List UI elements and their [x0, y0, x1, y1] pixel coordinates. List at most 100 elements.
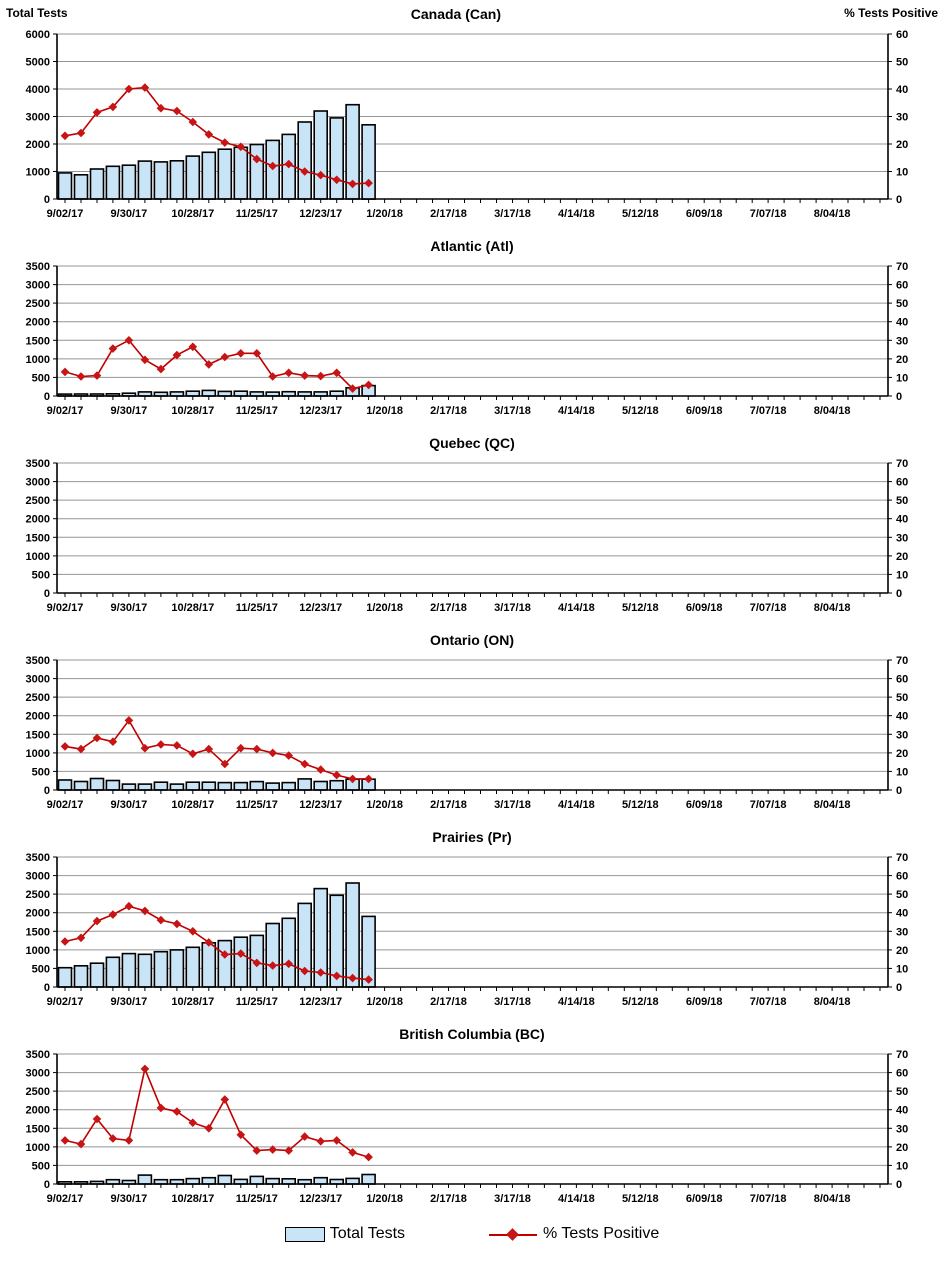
right-axis-title: % Tests Positive — [844, 6, 938, 20]
pct-marker-icon — [300, 371, 309, 380]
svg-text:10: 10 — [896, 963, 908, 975]
svg-text:30: 30 — [896, 532, 908, 544]
pct-marker-icon — [316, 371, 325, 381]
svg-text:6/09/18: 6/09/18 — [686, 996, 723, 1008]
svg-text:9/02/17: 9/02/17 — [47, 1193, 84, 1205]
bars — [57, 882, 376, 988]
bar — [361, 124, 376, 200]
svg-text:3/17/18: 3/17/18 — [494, 1193, 531, 1205]
svg-text:11/25/17: 11/25/17 — [236, 602, 278, 614]
chart-section-prairies: Prairies (Pr) 0 0 500 10 1000 20 1500 30 2000 40 2… — [0, 829, 944, 1014]
svg-text:10: 10 — [896, 372, 908, 384]
svg-text:5/12/18: 5/12/18 — [622, 602, 659, 614]
svg-text:70: 70 — [896, 1049, 908, 1061]
chart-title-quebec: Quebec (QC) — [429, 435, 515, 451]
pct-marker-icon — [76, 744, 86, 754]
svg-text:50: 50 — [896, 889, 908, 901]
svg-text:2000: 2000 — [26, 711, 50, 723]
pct-marker-icon — [268, 372, 277, 381]
svg-text:40: 40 — [896, 514, 908, 526]
svg-text:9/02/17: 9/02/17 — [47, 405, 84, 417]
bar — [169, 949, 185, 988]
svg-text:3000: 3000 — [26, 280, 50, 292]
svg-text:10/28/17: 10/28/17 — [171, 996, 214, 1008]
svg-text:20: 20 — [896, 945, 908, 957]
bar — [153, 781, 169, 791]
pct-marker-icon — [364, 975, 373, 984]
pct-marker-icon — [332, 175, 341, 185]
pct-marker-icon — [124, 84, 134, 94]
svg-text:1000: 1000 — [26, 354, 50, 366]
pct-marker-icon — [284, 959, 293, 969]
chart-section-canada: Total Tests Canada (Can) % Tests Positiv… — [0, 0, 944, 226]
pct-marker-icon — [124, 901, 134, 911]
pct-marker-icon — [300, 1132, 309, 1141]
bar — [169, 160, 185, 200]
svg-text:4/14/18: 4/14/18 — [558, 996, 595, 1008]
pct-marker-icon — [108, 102, 118, 112]
chart-quebec: 0 0 500 10 1000 20 1500 30 2000 40 2500 50 3000 60 350… — [26, 458, 909, 614]
pct-series — [60, 336, 373, 393]
svg-text:8/04/18: 8/04/18 — [814, 602, 851, 614]
pct-marker-icon — [140, 743, 150, 753]
svg-text:7/07/18: 7/07/18 — [750, 799, 787, 811]
pct-marker-icon — [140, 83, 150, 92]
svg-text:2000: 2000 — [26, 317, 50, 329]
svg-text:4/14/18: 4/14/18 — [558, 208, 595, 220]
svg-text:9/02/17: 9/02/17 — [47, 602, 84, 614]
svg-text:10: 10 — [896, 766, 908, 778]
legend-item-total-tests: Total Tests — [284, 1225, 405, 1243]
svg-text:70: 70 — [896, 261, 908, 273]
svg-text:6000: 6000 — [26, 29, 50, 41]
pct-marker-icon — [172, 919, 182, 929]
pct-marker-icon — [76, 372, 86, 381]
bar — [233, 781, 249, 791]
chart-section-british-columbia: British Columbia (BC) 0 0 500 10 1000 20 1500 3… — [0, 1026, 944, 1211]
svg-text:6/09/18: 6/09/18 — [686, 799, 723, 811]
bar — [313, 110, 329, 200]
bar — [105, 779, 121, 791]
gridlines — [57, 462, 888, 575]
legend: Total Tests % Tests Positive — [0, 1221, 944, 1247]
bar — [185, 1177, 201, 1185]
svg-text:500: 500 — [32, 1160, 50, 1172]
svg-text:3500: 3500 — [26, 1049, 50, 1061]
svg-text:10/28/17: 10/28/17 — [171, 405, 214, 417]
svg-text:9/30/17: 9/30/17 — [111, 1193, 148, 1205]
svg-text:40: 40 — [896, 317, 908, 329]
pct-marker-icon — [332, 971, 341, 981]
chart-title-prairies: Prairies (Pr) — [432, 829, 512, 845]
pct-marker-icon — [364, 1152, 373, 1162]
svg-text:3500: 3500 — [26, 261, 50, 273]
svg-text:3/17/18: 3/17/18 — [494, 208, 531, 220]
pct-marker-icon — [284, 159, 293, 169]
svg-text:8/04/18: 8/04/18 — [814, 1193, 851, 1205]
pct-marker-icon — [204, 744, 214, 754]
svg-text:0: 0 — [896, 194, 902, 206]
pct-marker-icon — [236, 349, 246, 358]
bar — [217, 781, 233, 791]
axes-and-labels: 0 0 500 10 1000 20 1500 30 2000 40 2500 50 3000 60 350… — [26, 1049, 909, 1205]
svg-text:60: 60 — [896, 1068, 908, 1080]
pct-marker-icon — [348, 973, 357, 983]
bar — [153, 950, 169, 988]
svg-text:500: 500 — [32, 766, 50, 778]
gridlines — [57, 1053, 888, 1166]
svg-text:8/04/18: 8/04/18 — [814, 996, 851, 1008]
pct-marker-icon — [284, 368, 293, 378]
pct-series — [60, 1064, 373, 1162]
svg-text:7/07/18: 7/07/18 — [750, 405, 787, 417]
svg-text:3000: 3000 — [26, 477, 50, 489]
svg-text:4/14/18: 4/14/18 — [558, 602, 595, 614]
pct-series — [60, 716, 373, 784]
svg-text:70: 70 — [896, 458, 908, 470]
bar — [345, 882, 360, 988]
pct-marker-icon — [268, 161, 277, 171]
svg-text:3/17/18: 3/17/18 — [494, 405, 531, 417]
svg-text:1500: 1500 — [26, 532, 50, 544]
svg-text:6/09/18: 6/09/18 — [686, 602, 723, 614]
bar — [249, 1175, 265, 1185]
svg-text:5/12/18: 5/12/18 — [622, 996, 659, 1008]
left-axis-title: Total Tests — [6, 6, 68, 20]
bar — [57, 172, 73, 200]
